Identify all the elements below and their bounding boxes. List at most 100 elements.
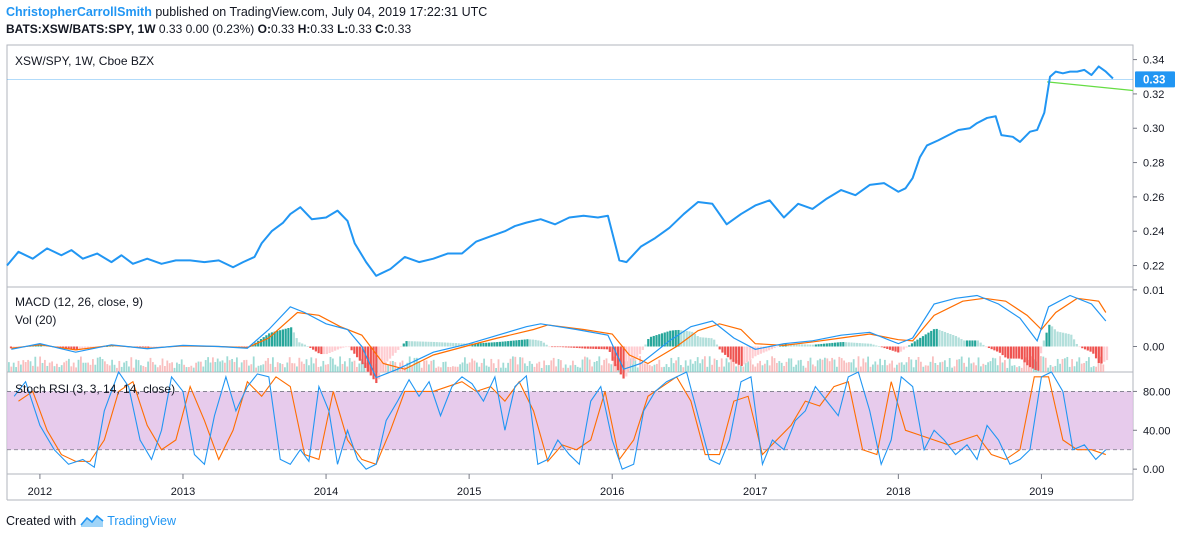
volume-bar bbox=[735, 366, 737, 372]
volume-bar bbox=[689, 359, 692, 372]
ohlc-l: 0.33 bbox=[348, 22, 372, 36]
tradingview-brand-link[interactable]: TradingView bbox=[107, 514, 176, 528]
macd-histogram-bar bbox=[1015, 346, 1018, 359]
macd-histogram-bar bbox=[81, 346, 84, 350]
macd-histogram-bar bbox=[644, 344, 647, 347]
volume-bar bbox=[922, 366, 925, 372]
macd-histogram-bar bbox=[976, 340, 980, 347]
volume-bar bbox=[680, 365, 682, 372]
macd-histogram-bar bbox=[919, 337, 922, 347]
volume-bar bbox=[1018, 366, 1021, 372]
volume-bar bbox=[725, 358, 728, 372]
volume-bar bbox=[927, 365, 929, 372]
volume-bar bbox=[615, 364, 617, 372]
volume-bar bbox=[960, 356, 963, 372]
macd-histogram-bar bbox=[1089, 346, 1092, 352]
macd-histogram-bar bbox=[921, 336, 925, 347]
macd-pane-label: MACD (12, 26, close, 9) bbox=[15, 295, 143, 309]
volume-bar bbox=[1020, 367, 1023, 372]
volume-bar bbox=[1064, 358, 1066, 372]
macd-histogram-bar bbox=[276, 330, 279, 347]
macd-histogram-bar bbox=[713, 339, 716, 347]
volume-bar bbox=[905, 362, 908, 372]
volume-bar bbox=[797, 360, 800, 372]
macd-histogram-bar bbox=[380, 346, 383, 372]
volume-bar bbox=[828, 361, 831, 372]
author-link[interactable]: ChristopherCarrollSmith bbox=[6, 5, 152, 19]
macd-histogram-bar bbox=[704, 337, 708, 347]
macd-histogram-bar bbox=[743, 346, 746, 365]
volume-bar bbox=[720, 358, 723, 372]
volume-bar bbox=[137, 360, 140, 372]
volume-bar bbox=[221, 360, 224, 372]
volume-bar bbox=[356, 366, 358, 372]
volume-bar bbox=[22, 360, 25, 372]
last-price-badge bbox=[1135, 71, 1175, 88]
volume-bar bbox=[68, 358, 70, 372]
macd-histogram-bar bbox=[1105, 346, 1109, 361]
volume-bar bbox=[128, 366, 130, 372]
volume-bar bbox=[884, 359, 886, 372]
volume-bar bbox=[608, 363, 610, 372]
volume-bar bbox=[10, 366, 13, 372]
volume-bar bbox=[1085, 361, 1088, 372]
macd-histogram-bar bbox=[84, 346, 87, 350]
volume-bar bbox=[1049, 365, 1052, 372]
macd-histogram-bar bbox=[64, 346, 68, 349]
macd-histogram-bar bbox=[888, 346, 892, 350]
macd-histogram-bar bbox=[658, 334, 661, 347]
macd-histogram-bar bbox=[663, 332, 666, 347]
macd-histogram-bar bbox=[454, 343, 458, 347]
macd-histogram-bar bbox=[603, 346, 606, 350]
volume-bar bbox=[452, 366, 454, 372]
volume-bar bbox=[548, 365, 550, 372]
macd-histogram-bar bbox=[735, 346, 738, 364]
volume-bar bbox=[228, 360, 231, 372]
macd-histogram-bar bbox=[619, 346, 622, 375]
macd-histogram-bar bbox=[479, 343, 482, 347]
volume-bar bbox=[1047, 367, 1049, 372]
volume-bar bbox=[1083, 362, 1085, 372]
macd-histogram-bar bbox=[138, 346, 142, 348]
volume-bar bbox=[492, 363, 495, 372]
volume-bar bbox=[646, 363, 649, 372]
time-axis-label: 2017 bbox=[743, 486, 767, 498]
volume-bar bbox=[824, 357, 826, 372]
macd-histogram-bar bbox=[798, 344, 801, 347]
macd-histogram-bar bbox=[946, 332, 949, 347]
chart-canvas[interactable]: 0.22 0.24 0.26 0.28 0.30 0.32 0.34 0.33 0.01 0.00… bbox=[0, 0, 1188, 510]
volume-bar bbox=[958, 359, 961, 372]
macd-histogram-bar bbox=[136, 346, 139, 348]
volume-bar bbox=[663, 366, 665, 372]
macd-histogram-bar bbox=[729, 346, 732, 360]
volume-bar bbox=[288, 357, 291, 372]
macd-histogram-bar bbox=[998, 346, 1001, 353]
macd-histogram-bar bbox=[954, 336, 958, 347]
volume-bar bbox=[742, 366, 745, 372]
volume-bar bbox=[255, 367, 257, 372]
volume-bar bbox=[262, 364, 265, 372]
macd-histogram-bar bbox=[265, 335, 268, 347]
stoch-k-line bbox=[13, 370, 1107, 470]
macd-histogram-bar bbox=[427, 341, 430, 347]
created-with-text: Created with bbox=[6, 514, 77, 528]
volume-bar bbox=[524, 363, 526, 372]
macd-histogram-bar bbox=[413, 341, 416, 347]
volume-bar bbox=[360, 358, 363, 372]
macd-histogram-bar bbox=[108, 345, 111, 347]
macd-histogram-bar bbox=[649, 336, 653, 347]
volume-bar bbox=[1001, 362, 1004, 372]
macd-histogram-bar bbox=[693, 333, 697, 347]
ohlc-o-label: O: bbox=[257, 22, 271, 36]
macd-histogram-bar bbox=[493, 342, 496, 347]
volume-bar bbox=[656, 363, 658, 372]
macd-histogram-bar bbox=[866, 343, 870, 347]
time-axis-label: 2019 bbox=[1029, 486, 1053, 498]
volume-bar bbox=[857, 356, 860, 372]
macd-histogram-bar bbox=[1100, 346, 1103, 364]
macd-histogram-bar bbox=[518, 340, 521, 347]
volume-bar bbox=[1006, 367, 1009, 372]
volume-bar bbox=[1056, 358, 1059, 372]
volume-bar bbox=[94, 364, 97, 372]
volume-bar bbox=[58, 367, 61, 372]
